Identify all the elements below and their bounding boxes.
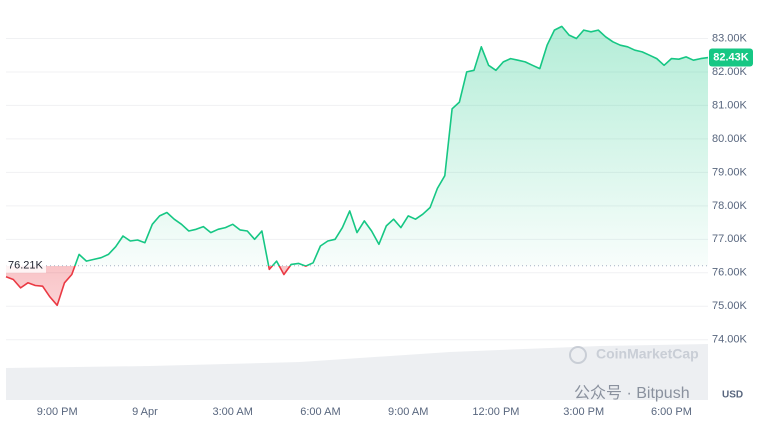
- reference-label-bg: [6, 257, 46, 273]
- y-tick-label: 74.00K: [712, 334, 748, 346]
- y-tick-label: 82.00K: [712, 66, 748, 78]
- y-tick-label: 79.00K: [712, 166, 748, 178]
- x-tick-label: 9:00 PM: [37, 406, 78, 418]
- watermark-logo: [569, 346, 587, 364]
- x-tick-label: 12:00 PM: [472, 406, 519, 418]
- watermark: CoinMarketCap: [596, 346, 699, 362]
- area-fill: [6, 26, 708, 306]
- source-note: 公众号 · Bitpush: [574, 384, 690, 402]
- y-tick-label: 78.00K: [712, 200, 748, 212]
- y-tick-label: 80.00K: [712, 133, 748, 145]
- y-tick-label: 76.00K: [712, 267, 748, 279]
- x-tick-label: 9:00 AM: [388, 406, 428, 418]
- volume-area: [6, 344, 708, 400]
- x-tick-label: 3:00 AM: [213, 406, 253, 418]
- y-tick-label: 75.00K: [712, 300, 748, 312]
- reference-label: 76.21K: [8, 260, 44, 272]
- current-price-badge: [709, 48, 753, 67]
- x-tick-label: 9 Apr: [132, 406, 158, 418]
- x-tick-label: 6:00 PM: [651, 406, 692, 418]
- y-tick-label: 77.00K: [712, 233, 748, 245]
- y-tick-label: 83.00K: [712, 32, 748, 44]
- y-tick-label: 81.00K: [712, 99, 748, 111]
- x-tick-label: 6:00 AM: [300, 406, 340, 418]
- price-line: [5, 25, 709, 307]
- currency-label: USD: [722, 390, 743, 401]
- x-tick-label: 3:00 PM: [563, 406, 604, 418]
- current-price-label: 82.43K: [713, 51, 749, 63]
